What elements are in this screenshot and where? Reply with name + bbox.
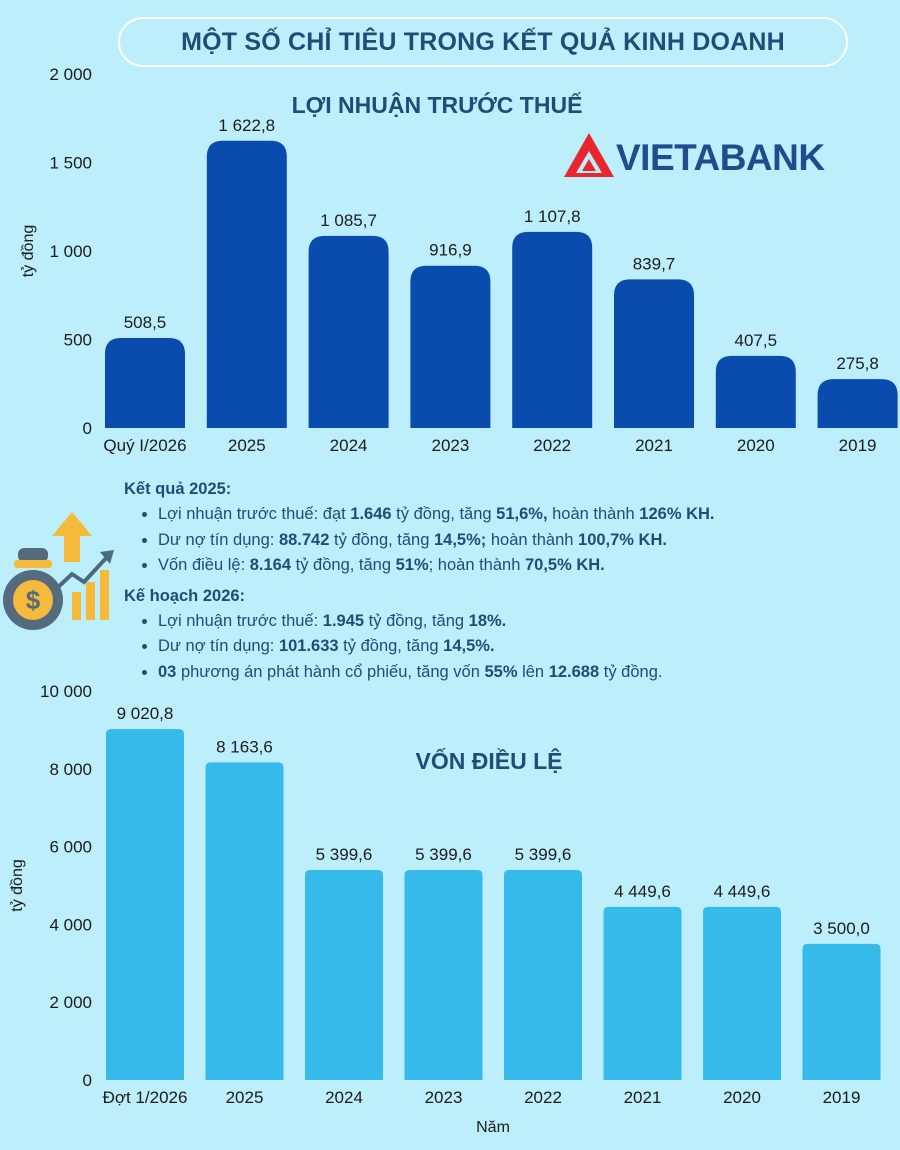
plan-item: 03 phương án phát hành cổ phiếu, tăng vố… [158,660,884,686]
x-tick-label: 2019 [839,436,877,455]
bar [404,869,483,1080]
vietabank-logo-mark-icon [564,133,614,177]
bar [703,906,781,1080]
chart-title: VỐN ĐIỀU LỆ [416,747,563,774]
result-item: Vốn điều lệ: 8.164 tỷ đồng, tăng 51%; ho… [158,553,884,579]
y-tick-label: 1 000 [49,242,92,261]
bar [512,231,593,428]
bar-value-label: 1 622,8 [218,116,275,135]
x-tick-label: 2019 [823,1088,861,1107]
bar-value-label: 1 107,8 [524,207,581,226]
plan-list: Lợi nhuận trước thuế: 1.945 tỷ đồng, tăn… [124,609,884,686]
result-item: Lợi nhuận trước thuế: đạt 1.646 tỷ đồng,… [158,502,884,528]
x-tick-label: 2021 [635,436,673,455]
bar-value-label: 4 449,6 [614,882,671,901]
page-title: MỘT SỐ CHỈ TIÊU TRONG KẾT QUẢ KINH DOANH [118,17,848,67]
bar-value-label: 5 399,6 [415,845,472,864]
bar [410,265,491,428]
plan-item: Dư nợ tín dụng: 101.633 tỷ đồng, tăng 14… [158,634,884,660]
y-tick-label: 1 500 [49,154,92,173]
y-tick-label: 2 000 [49,65,92,84]
y-tick-label: 2 000 [49,993,92,1012]
x-tick-label: 2021 [624,1088,662,1107]
svg-text:$: $ [26,585,41,615]
y-tick-label: 0 [83,1071,92,1090]
bar [603,906,682,1080]
chart-title: LỢI NHUẬN TRƯỚC THUẾ [292,91,583,118]
bar [308,235,389,428]
result-list: Lợi nhuận trước thuế: đạt 1.646 tỷ đồng,… [124,502,884,579]
x-tick-label: 2022 [524,1088,562,1107]
y-tick-label: 10 000 [40,682,92,701]
business-notes: Kết quả 2025: Lợi nhuận trước thuế: đạt … [124,478,884,691]
bar [106,729,184,1080]
bar-value-label: 3 500,0 [813,919,870,938]
y-axis-label: tỷ đồng [9,859,26,911]
bar-value-label: 9 020,8 [117,704,174,723]
bar-value-label: 5 399,6 [515,845,572,864]
bar-value-label: 275,8 [836,354,879,373]
plan-heading: Kế hoạch 2026: [124,586,246,605]
x-tick-label: Đợt 1/2026 [103,1088,188,1107]
x-tick-label: 2025 [226,1088,264,1107]
bar-value-label: 8 163,6 [216,737,273,756]
y-tick-label: 6 000 [49,838,92,857]
y-tick-label: 0 [83,419,92,438]
money-bag-growth-icon: $ [0,512,125,637]
bar-value-label: 1 085,7 [320,211,377,230]
plan-item: Lợi nhuận trước thuế: 1.945 tỷ đồng, tăn… [158,609,884,635]
x-tick-label: 2022 [533,436,571,455]
bar [802,943,881,1080]
x-axis-label: Năm [476,1119,510,1136]
capital-bar-chart: tỷ đồng 0 2 000 4 000 6 000 8 000 10 000 VỐN ĐI… [9,682,881,1136]
bar [715,355,796,428]
bar-value-label: 407,5 [735,331,778,350]
x-tick-label: 2024 [330,436,368,455]
x-tick-label: 2023 [431,436,469,455]
bar [206,140,287,428]
bar [305,869,383,1080]
bar-value-label: 839,7 [633,254,676,273]
y-axis-label: tỷ đồng [20,225,37,277]
bar-value-label: 5 399,6 [316,845,373,864]
x-tick-label: 2025 [228,436,266,455]
vietabank-logo-text: VIETABANK [616,137,825,178]
profit-bar-chart: tỷ đồng 0 500 1 000 1 500 2 000 LỢI NHUẬN TRƯỚ… [20,65,898,455]
bar [105,337,185,428]
bar-value-label: 508,5 [124,313,167,332]
x-tick-label: 2020 [723,1088,761,1107]
y-tick-label: 500 [64,331,92,350]
bar [614,279,694,428]
x-tick-label: 2020 [737,436,775,455]
x-tick-label: 2023 [425,1088,463,1107]
bar-value-label: 4 449,6 [714,882,771,901]
bar [205,762,284,1080]
x-tick-label: 2024 [325,1088,363,1107]
result-item: Dư nợ tín dụng: 88.742 tỷ đồng, tăng 14,… [158,528,884,554]
bar-value-label: 916,9 [429,241,472,260]
y-tick-label: 4 000 [49,915,92,934]
result-heading: Kết quả 2025: [124,480,232,498]
vietabank-logo: VIETABANK [562,131,872,181]
x-tick-label: Quý I/2026 [103,436,186,455]
bar [504,869,582,1080]
y-tick-label: 8 000 [49,760,92,779]
bar [817,379,898,428]
